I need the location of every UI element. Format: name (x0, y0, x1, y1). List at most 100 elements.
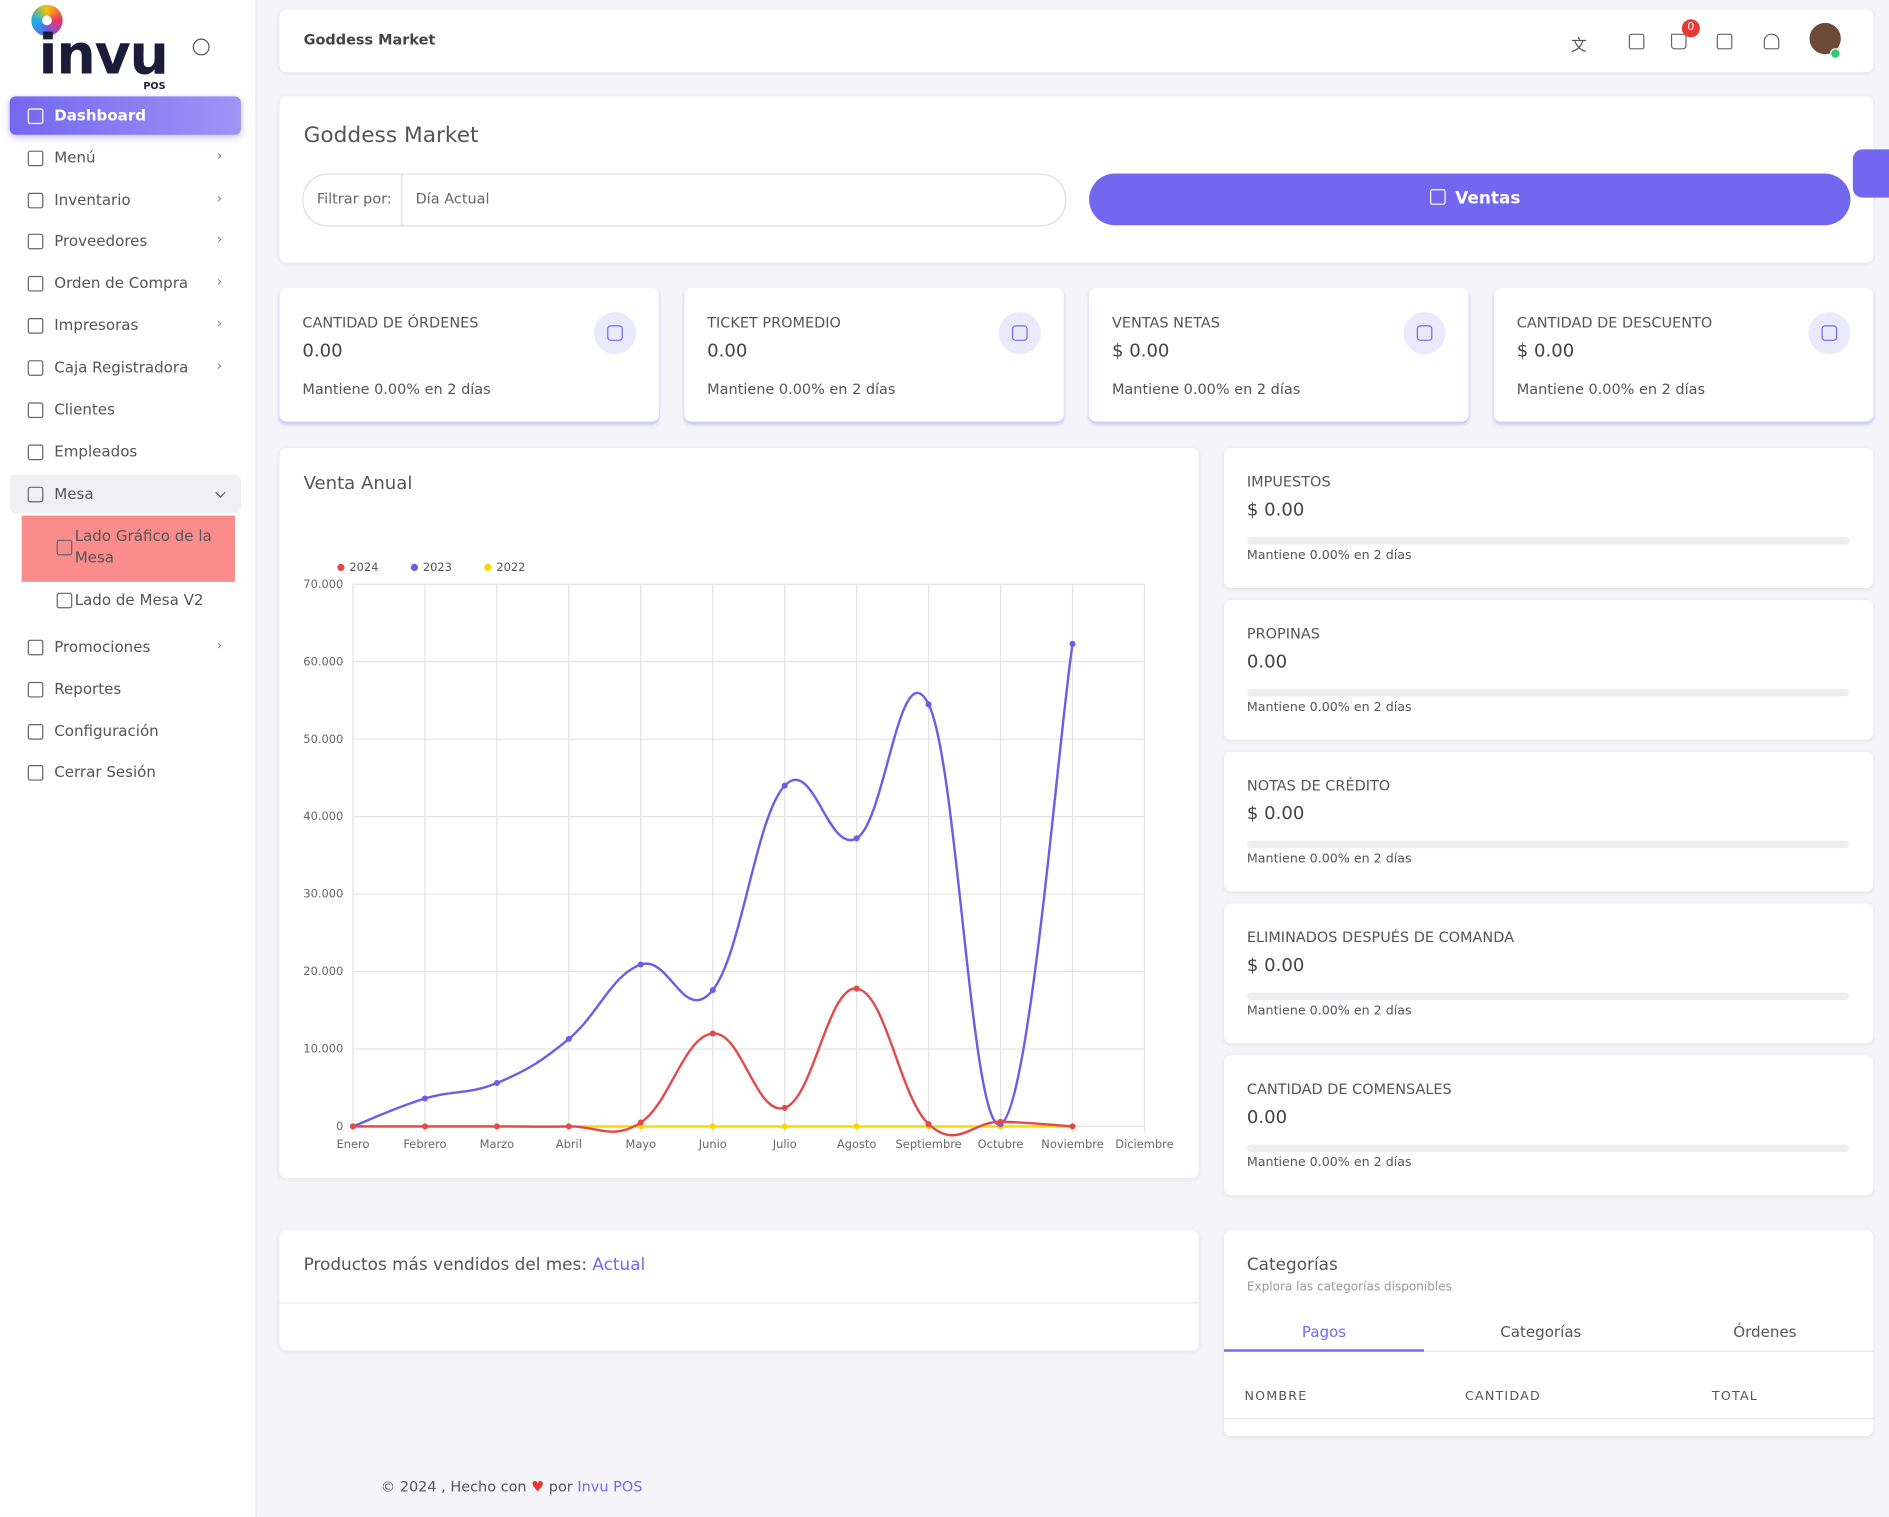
apps-icon[interactable] (1628, 33, 1645, 50)
menu-icon (27, 724, 44, 740)
legend-label: 2023 (423, 560, 452, 574)
filter[interactable]: Filtrar por: Día Actual (302, 173, 1067, 227)
menu-item[interactable]: Promociones (54, 637, 151, 656)
products-highlight[interactable]: Actual (592, 1255, 646, 1275)
point (421, 1095, 428, 1102)
y-tick-label: 30.000 (303, 887, 343, 901)
side-stat-note: Mantiene 0.00% en 2 días (1246, 1155, 1412, 1170)
stat-note: Mantiene 0.00% en 2 días (1111, 380, 1301, 398)
open-item[interactable] (9, 474, 241, 514)
menu-item[interactable]: Reportes (54, 679, 122, 698)
point (421, 1123, 428, 1130)
x-tick-label: Noviembre (1041, 1137, 1103, 1151)
submenu-item[interactable]: Lado de Mesa V2 (74, 590, 204, 609)
stat-icon-glyph (1011, 325, 1028, 341)
point (1069, 1123, 1076, 1130)
tab-line (1223, 1350, 1874, 1352)
y-tick-label: 0 (336, 1119, 343, 1133)
categories-subtitle: Explora las categorías disponibles (1246, 1280, 1452, 1294)
side-stat-card: CANTIDAD DE COMENSALES 0.00 Mantiene 0.00%… (1223, 1055, 1874, 1196)
menu-item[interactable]: Cerrar Sesión (54, 762, 156, 781)
stat-card: VENTAS NETAS $ 0.00 Mantiene 0.00% en 2 dí… (1089, 287, 1469, 422)
collapse-toggle[interactable] (192, 38, 210, 56)
chevron: › (216, 357, 223, 374)
stat-label: VENTAS NETAS (1111, 314, 1220, 332)
active-item[interactable] (9, 96, 241, 135)
submenu-item[interactable]: Lado Gráfico de la Mesa (74, 526, 212, 567)
point (853, 1123, 860, 1130)
cart-icon[interactable] (1670, 33, 1687, 50)
menu-icon (27, 681, 44, 698)
tab[interactable]: Órdenes (1733, 1322, 1797, 1341)
x-tick-label: Junio (698, 1137, 727, 1151)
menu-icon (27, 150, 44, 167)
chevron: › (216, 190, 223, 207)
menu-item[interactable]: Proveedores (54, 231, 148, 250)
chart-card: Venta Anual 0 10.000 20.000 30.000 40.000 50.… (279, 448, 1199, 1179)
menu-icon (27, 192, 44, 209)
menu-icon (27, 764, 44, 781)
stat-icon (998, 312, 1041, 355)
side-stat-label: NOTAS DE CRÉDITO (1246, 777, 1391, 794)
point (709, 987, 716, 994)
chevron: › (216, 148, 223, 164)
point (1069, 640, 1076, 647)
side-stat-card: NOTAS DE CRÉDITO $ 0.00 Mantiene 0.00% en … (1223, 751, 1874, 892)
legend-marker (484, 563, 492, 572)
menu-item[interactable]: Caja Registradora (54, 357, 189, 376)
products-card: Productos más vendidos del mes: Actual (279, 1230, 1199, 1351)
legend-marker (410, 563, 419, 572)
filter-divider (401, 174, 403, 226)
categories-card: Categorías Explora las categorías dispon… (1223, 1230, 1874, 1437)
bell-icon[interactable] (1763, 33, 1780, 50)
tab[interactable]: Pagos (1301, 1322, 1347, 1341)
ventas-button[interactable]: Ventas (1089, 173, 1851, 226)
stat-note: Mantiene 0.00% en 2 días (1516, 380, 1706, 398)
archive-icon[interactable] (1716, 33, 1733, 50)
stat-icon (1808, 312, 1851, 355)
y-tick-label: 10.000 (303, 1042, 343, 1056)
tab[interactable]: Categorías (1500, 1322, 1582, 1341)
side-stat-note: Mantiene 0.00% en 2 días (1246, 548, 1412, 563)
side-stat-label: ELIMINADOS DESPUÉS DE COMANDA (1246, 928, 1514, 946)
side-stat-label: CANTIDAD DE COMENSALES (1246, 1080, 1452, 1098)
stat-card: TICKET PROMEDIO 0.00 Mantiene 0.00% en 2 d… (684, 287, 1064, 422)
menu-item[interactable]: Inventario (54, 190, 131, 209)
footer-link[interactable]: Invu POS (577, 1478, 643, 1496)
menu-icon (27, 360, 44, 376)
y-tick-label: 70.000 (303, 577, 343, 591)
stat-label: CANTIDAD DE ÓRDENES (302, 314, 479, 332)
side-stat-card: IMPUESTOS $ 0.00 Mantiene 0.00% en 2 días (1223, 448, 1874, 588)
side-stat-value: 0.00 (1246, 1105, 1288, 1128)
side-stat-value: $ 0.00 (1246, 954, 1305, 976)
translate-icon[interactable]: 文 (1570, 37, 1587, 56)
point (997, 1118, 1004, 1125)
menu-item[interactable]: Dashboard (54, 106, 147, 125)
menu-item[interactable]: Mesa (54, 484, 94, 503)
legend-label: 2024 (349, 560, 378, 574)
menu-item[interactable]: Empleados (54, 442, 138, 461)
x-tick-label: Julio (772, 1137, 797, 1151)
menu-item[interactable]: Impresoras (54, 315, 139, 334)
products-title: Productos más vendidos del mes: Actual (304, 1255, 646, 1274)
side-stat-note: Mantiene 0.00% en 2 días (1246, 1003, 1412, 1018)
progress-bar (1246, 1144, 1850, 1152)
menu-icon (27, 639, 44, 656)
menu-item[interactable]: Clientes (54, 399, 115, 419)
chevron: › (216, 637, 223, 653)
footer: © 2024 , Hecho con ♥ por Invu POS (381, 1478, 643, 1495)
menu-item[interactable]: Menú (54, 148, 96, 167)
categories-title: Categorías (1246, 1255, 1338, 1275)
bookmark-tab[interactable] (1852, 149, 1889, 198)
menu-item[interactable]: Configuración (54, 721, 159, 740)
side-stat-value: $ 0.00 (1246, 498, 1305, 521)
point (781, 1104, 788, 1111)
menu-item[interactable]: Orden de Compra (54, 273, 189, 292)
point (709, 1123, 716, 1130)
stat-icon-glyph (1821, 325, 1838, 341)
x-tick-label: Agosto (837, 1137, 877, 1151)
y-tick-label: 20.000 (303, 964, 343, 978)
stat-icon (1403, 312, 1446, 355)
y-tick-label: 40.000 (303, 809, 343, 823)
